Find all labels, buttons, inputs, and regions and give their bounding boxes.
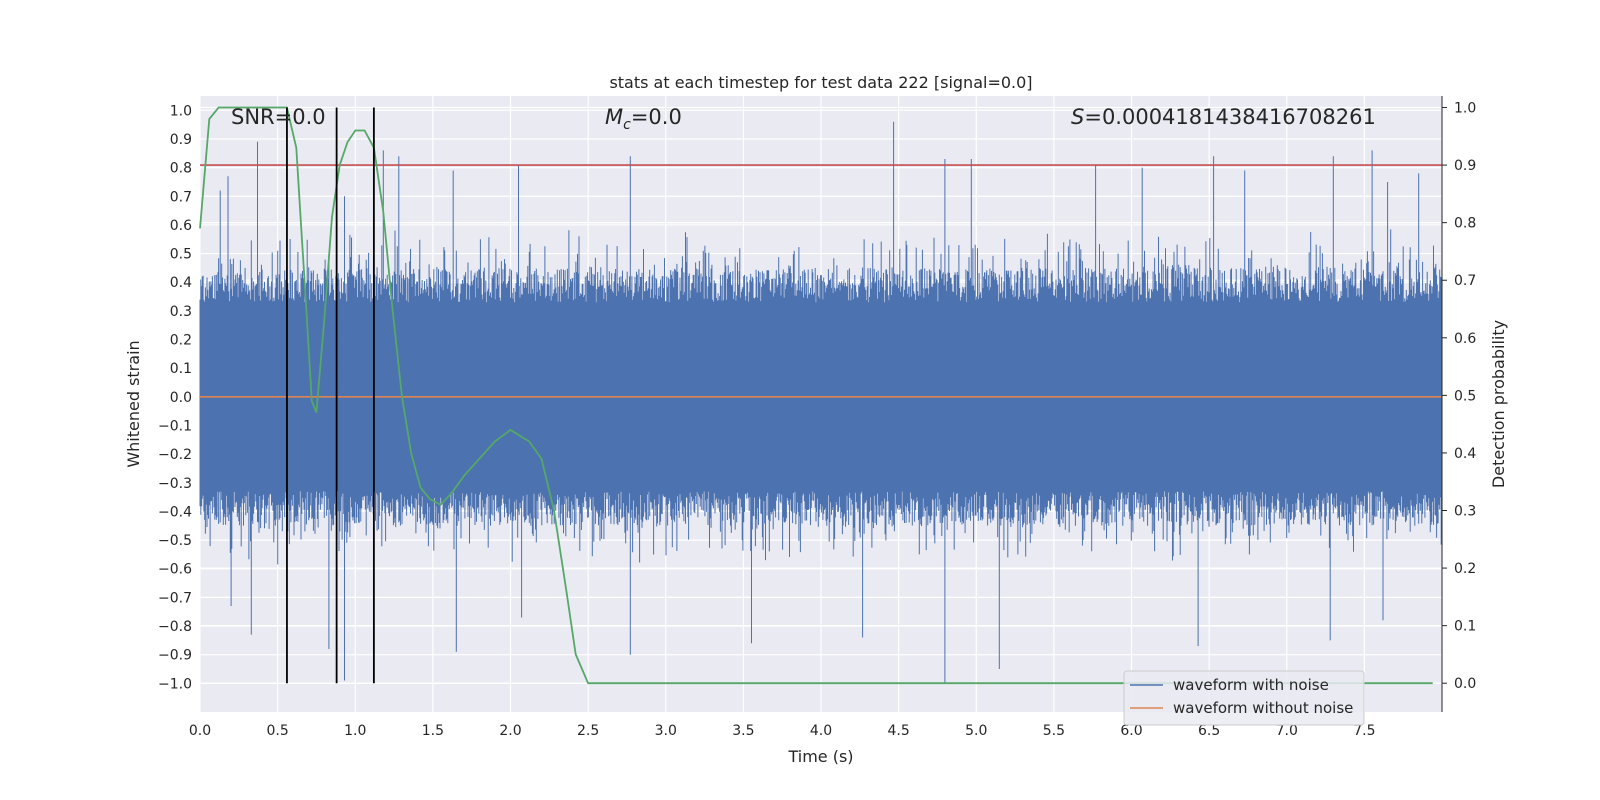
y-tick-label-left: −0.8	[158, 619, 192, 635]
x-tick-label: 6.5	[1198, 723, 1220, 739]
y-tick-label-right: 0.7	[1454, 273, 1476, 289]
legend-label-without-noise: waveform without noise	[1173, 699, 1353, 717]
annotation-mc: Mc=0.0	[605, 105, 682, 133]
x-tick-label: 3.5	[732, 723, 754, 739]
y-tick-label-left: 0.5	[170, 247, 192, 263]
lines	[199, 106, 1442, 685]
y-tick-label-left: 0.7	[170, 189, 192, 205]
x-tick-label: 5.5	[1043, 723, 1065, 739]
x-tick-label: 7.0	[1276, 723, 1298, 739]
y-tick-label-left: −0.5	[158, 533, 192, 549]
x-tick-label: 7.5	[1353, 723, 1375, 739]
y-tick-label-right: 0.2	[1454, 561, 1476, 577]
y-tick-label-left: 0.9	[170, 132, 192, 148]
y-tick-label-left: −0.2	[158, 447, 192, 463]
x-tick-label: 0.0	[189, 723, 211, 739]
y-tick-label-right: 0.3	[1454, 504, 1476, 520]
chart-title: stats at each timestep for test data 222…	[609, 73, 1032, 92]
legend: waveform with noise waveform without noi…	[1123, 670, 1365, 726]
y-tick-label-left: −0.6	[158, 562, 192, 578]
annotation-snr: SNR=0.0	[231, 105, 326, 129]
x-tick-label: 2.0	[499, 723, 521, 739]
y-tick-label-right: 0.9	[1454, 158, 1476, 174]
x-tick-label: 0.5	[266, 723, 288, 739]
y-axis-label-right: Detection probability	[1489, 320, 1508, 488]
y-tick-label-left: 0.2	[170, 333, 192, 349]
y-axis-label-left: Whitened strain	[124, 340, 143, 467]
x-tick-label: 3.0	[655, 723, 677, 739]
x-tick-label: 1.0	[344, 723, 366, 739]
x-tick-label: 1.5	[422, 723, 444, 739]
y-tick-label-left: 0.4	[170, 275, 192, 291]
x-tick-label: 4.5	[887, 723, 909, 739]
y-tick-label-left: 0.0	[170, 390, 192, 406]
x-tick-label: 4.0	[810, 723, 832, 739]
detection-probability-line	[199, 106, 1433, 685]
y-tick-label-right: 0.8	[1454, 216, 1476, 232]
x-tick-label: 5.0	[965, 723, 987, 739]
y-tick-label-left: −0.4	[158, 504, 192, 520]
y-tick-label-left: −0.9	[158, 648, 192, 664]
x-tick-label: 6.0	[1120, 723, 1142, 739]
y-tick-label-left: 1.0	[170, 103, 192, 119]
y-tick-label-left: 0.3	[170, 304, 192, 320]
legend-label-with-noise: waveform with noise	[1173, 676, 1329, 694]
y-tick-label-right: 0.5	[1454, 388, 1476, 404]
y-tick-label-right: 0.4	[1454, 446, 1476, 462]
y-tick-label-left: 0.1	[170, 361, 192, 377]
y-tick-label-right: 1.0	[1454, 101, 1476, 117]
legend-box	[1123, 670, 1365, 726]
y-tick-label-right: 0.6	[1454, 331, 1476, 347]
y-tick-label-left: −0.3	[158, 476, 192, 492]
y-tick-label-left: 0.8	[170, 161, 192, 177]
axes: 0.0 0.5 1.0 1.5 2.0 2.5 3.0 3.5 4.0 4.5 5.0 5.5 6.0 6…	[158, 96, 1476, 739]
y-tick-label-left: −1.0	[158, 676, 192, 692]
y-tick-label-right: 0.1	[1454, 619, 1476, 635]
y-tick-label-left: −0.7	[158, 590, 192, 606]
x-tick-label: 2.5	[577, 723, 599, 739]
y-tick-label-left: −0.1	[158, 418, 192, 434]
x-axis-label: Time (s)	[787, 747, 853, 766]
annotation-s: S=0.0004181438416708261	[1071, 105, 1376, 129]
y-tick-label-right: 0.0	[1454, 676, 1476, 692]
y-tick-label-left: 0.6	[170, 218, 192, 234]
